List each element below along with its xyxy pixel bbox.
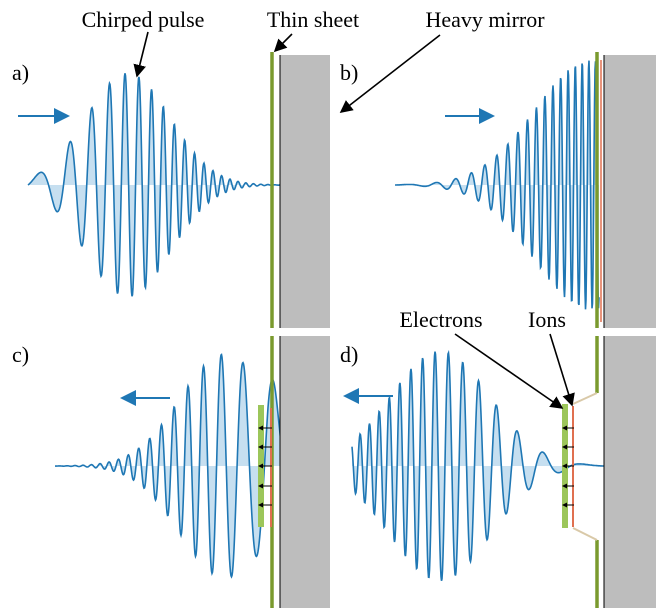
pointer <box>339 34 441 113</box>
wave-fill <box>55 354 285 577</box>
label: Chirped pulse <box>82 7 205 32</box>
wave <box>395 60 600 310</box>
label: Electrons <box>399 307 482 332</box>
wave <box>55 353 286 579</box>
panel-label: c) <box>12 342 29 367</box>
waves <box>27 60 604 581</box>
mirror <box>280 55 330 328</box>
pointer <box>454 333 564 409</box>
mirror <box>280 336 330 608</box>
panel-label: b) <box>340 60 358 85</box>
pointer <box>133 31 149 78</box>
label: Heavy mirror <box>425 7 545 32</box>
mirror <box>604 336 656 608</box>
label: Thin sheet <box>267 7 359 32</box>
panel-label: d) <box>340 342 358 367</box>
wave <box>27 73 281 297</box>
mirror <box>604 55 656 328</box>
field-arrows <box>258 425 574 508</box>
label: Ions <box>528 307 566 332</box>
pointer <box>549 333 575 407</box>
pointer <box>273 33 293 53</box>
sheet-deformation <box>572 392 598 541</box>
panel-label: a) <box>12 60 29 85</box>
